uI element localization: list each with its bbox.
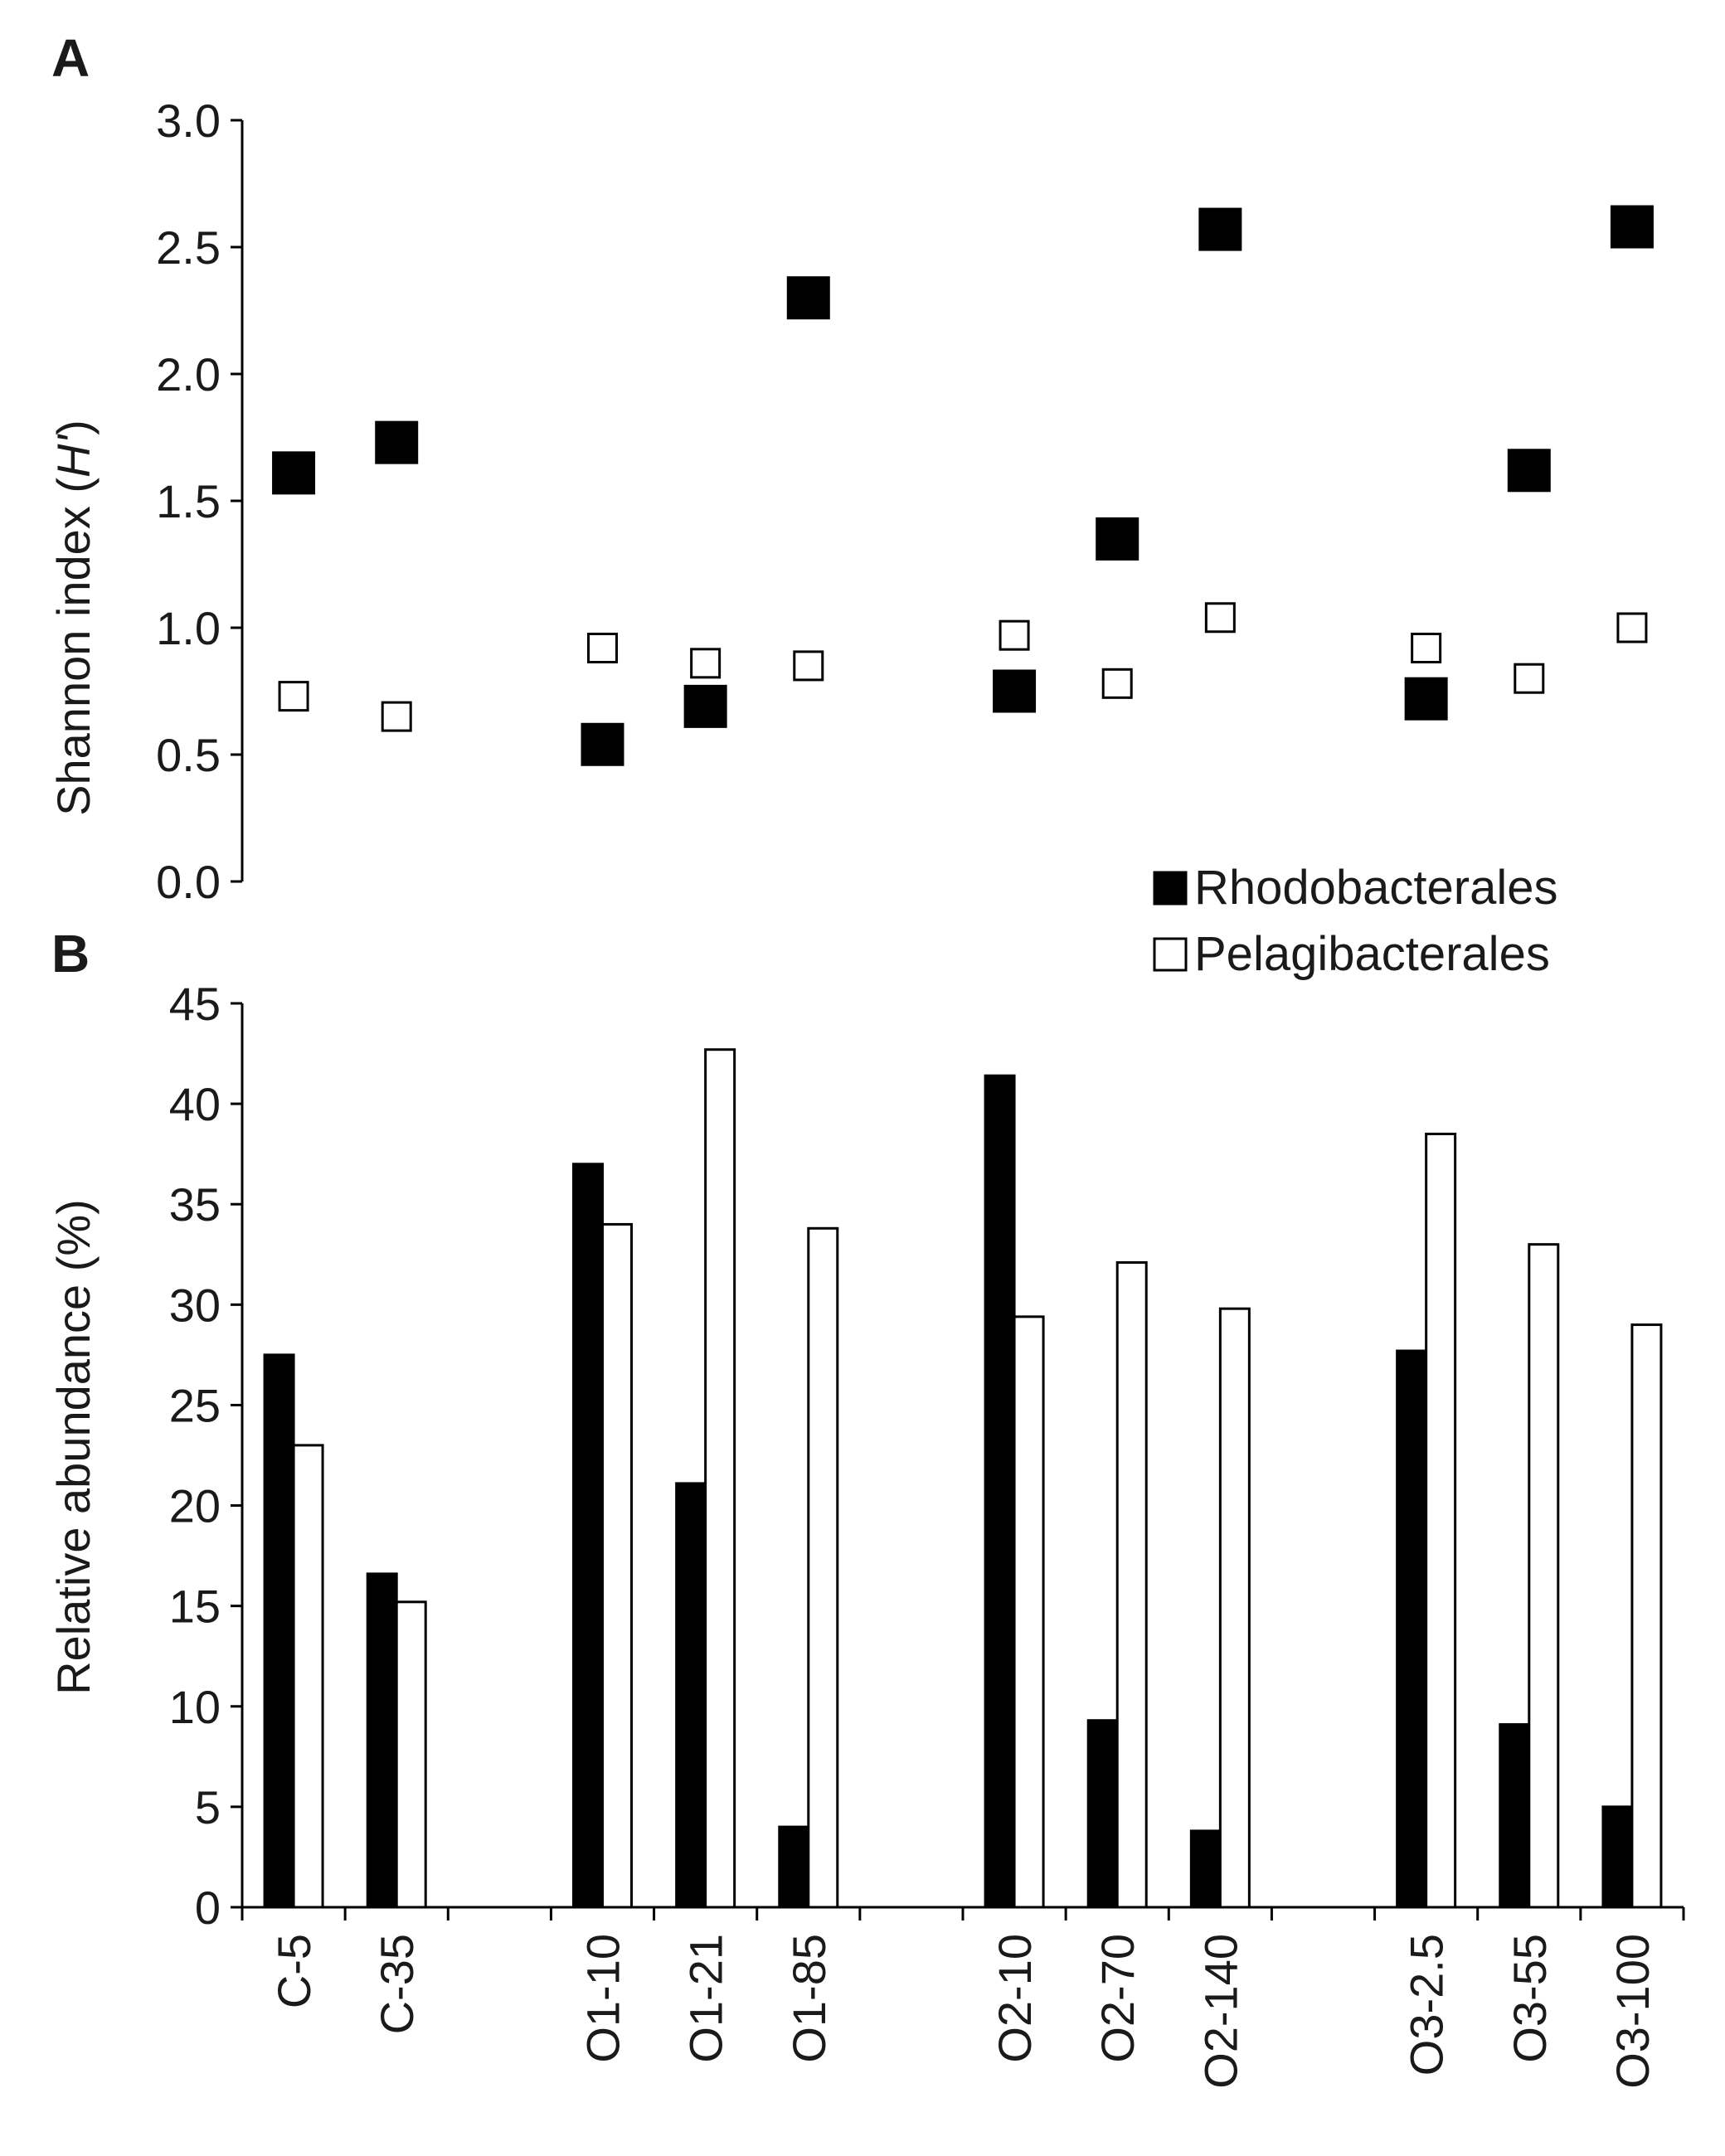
panel-b-y-ticks: 0 5 10 15 20 25 30 35 40 45 bbox=[169, 978, 242, 1934]
legend: Rhodobacterales Pelagibacterales bbox=[1153, 861, 1558, 981]
panel-b-y-tick-label: 35 bbox=[169, 1178, 221, 1231]
panel-a-y-tick-label: 2.0 bbox=[156, 348, 221, 401]
point-rhodobacterales-o3-2-5 bbox=[1404, 677, 1448, 721]
bar-pelagibacterales-o3-2-5 bbox=[1425, 1132, 1457, 1909]
panel-b-y-axis-title: Relative abundance (%) bbox=[47, 1199, 100, 1695]
point-pelagibacterales-o1-10 bbox=[587, 632, 618, 663]
bar-pelagibacterales-c-35 bbox=[395, 1600, 427, 1909]
point-rhodobacterales-c-35 bbox=[375, 420, 419, 464]
point-rhodobacterales-o1-85 bbox=[786, 276, 830, 320]
bar-pelagibacterales-o3-100 bbox=[1630, 1323, 1663, 1909]
category-label-o1-10: O1-10 bbox=[577, 1934, 629, 2063]
panel-b-y-tick-label: 20 bbox=[169, 1480, 221, 1532]
bar-pelagibacterales-c-5 bbox=[292, 1444, 324, 1909]
panel-a-y-ticks: 0.0 0.5 1.0 1.5 2.0 2.5 3.0 bbox=[156, 95, 242, 908]
bar-pelagibacterales-o3-55 bbox=[1528, 1243, 1560, 1909]
bar-rhodobacterales-c-35 bbox=[366, 1572, 398, 1909]
point-rhodobacterales-o1-21 bbox=[683, 684, 727, 728]
bar-pelagibacterales-o1-21 bbox=[704, 1048, 736, 1909]
legend-swatch-pelagibacterales bbox=[1153, 937, 1188, 972]
panel-a-y-tick-label: 2.5 bbox=[156, 221, 221, 274]
panel-label-b: B bbox=[51, 924, 90, 983]
bar-rhodobacterales-o1-10 bbox=[572, 1163, 604, 1909]
legend-label-rhodobacterales: Rhodobacterales bbox=[1194, 861, 1558, 915]
category-label-o2-10: O2-10 bbox=[989, 1934, 1041, 2063]
point-rhodobacterales-o2-10 bbox=[993, 669, 1037, 713]
point-rhodobacterales-o1-10 bbox=[581, 722, 624, 766]
point-rhodobacterales-o2-140 bbox=[1198, 207, 1242, 251]
point-pelagibacterales-o3-100 bbox=[1616, 612, 1648, 643]
bar-rhodobacterales-o3-2-5 bbox=[1396, 1349, 1428, 1909]
panel-b-bars: B Relative abundance (%) 0 5 10 15 20 25 30 35 4… bbox=[47, 924, 1685, 2089]
bar-rhodobacterales-o1-21 bbox=[675, 1482, 707, 1909]
category-label-o3-2-5: O3-2.5 bbox=[1401, 1934, 1453, 2076]
panel-b-y-tick-label: 10 bbox=[169, 1681, 221, 1733]
legend-label-pelagibacterales: Pelagibacterales bbox=[1194, 927, 1550, 981]
panel-b-y-tick-label: 45 bbox=[169, 978, 221, 1030]
bar-pelagibacterales-o2-70 bbox=[1115, 1260, 1148, 1909]
bar-rhodobacterales-c-5 bbox=[263, 1353, 295, 1909]
bar-rhodobacterales-o2-10 bbox=[984, 1074, 1016, 1909]
panel-label-a: A bbox=[51, 28, 90, 88]
point-pelagibacterales-o3-55 bbox=[1514, 663, 1545, 694]
point-pelagibacterales-o2-70 bbox=[1101, 668, 1133, 699]
point-rhodobacterales-o3-100 bbox=[1610, 205, 1654, 249]
category-label-o3-55: O3-55 bbox=[1504, 1934, 1556, 2063]
panel-b-y-tick-label: 40 bbox=[169, 1078, 221, 1130]
point-pelagibacterales-o3-2-5 bbox=[1411, 632, 1442, 663]
bar-rhodobacterales-o1-85 bbox=[778, 1825, 810, 1909]
category-label-c-35: C-35 bbox=[371, 1934, 423, 2034]
panel-a-scatter: A Shannon index (H') 0.0 0.5 1.0 1.5 2.0 2.5 3… bbox=[47, 28, 1654, 908]
panel-a-y-tick-label: 1.5 bbox=[156, 475, 221, 527]
panel-b-category-labels: C-5 C-35 O1-10 O1-21 O1-85 O2-10 O2-70 O2-140 O3… bbox=[268, 1934, 1659, 2089]
point-pelagibacterales-o1-21 bbox=[690, 648, 722, 679]
panel-a-y-tick-label: 0.5 bbox=[156, 729, 221, 781]
panel-b-y-tick-label: 5 bbox=[195, 1781, 221, 1833]
point-rhodobacterales-o2-70 bbox=[1096, 517, 1139, 561]
panel-a-y-tick-label: 1.0 bbox=[156, 602, 221, 654]
panel-b-x-ticks bbox=[241, 1907, 1685, 1920]
bar-pelagibacterales-o2-10 bbox=[1013, 1315, 1045, 1909]
point-pelagibacterales-o1-85 bbox=[793, 650, 824, 682]
bar-pelagibacterales-o1-10 bbox=[601, 1222, 633, 1909]
category-label-c-5: C-5 bbox=[268, 1934, 320, 2008]
bar-rhodobacterales-o2-70 bbox=[1086, 1719, 1119, 1909]
category-label-o1-21: O1-21 bbox=[680, 1934, 732, 2063]
panel-b-y-tick-label: 15 bbox=[169, 1581, 221, 1633]
point-rhodobacterales-c-5 bbox=[272, 451, 316, 495]
panel-b-y-tick-label: 0 bbox=[195, 1882, 221, 1934]
point-pelagibacterales-o2-140 bbox=[1204, 602, 1236, 634]
point-pelagibacterales-c-35 bbox=[381, 701, 412, 732]
point-rhodobacterales-o3-55 bbox=[1507, 449, 1551, 493]
category-label-o2-140: O2-140 bbox=[1194, 1934, 1246, 2089]
panel-b-y-tick-label: 30 bbox=[169, 1279, 221, 1331]
panel-a-points bbox=[272, 205, 1654, 766]
panel-b-axes bbox=[241, 1003, 1684, 1909]
point-pelagibacterales-c-5 bbox=[278, 681, 309, 712]
bar-rhodobacterales-o2-140 bbox=[1189, 1829, 1222, 1909]
panel-b-bar-group bbox=[263, 1048, 1663, 1909]
category-label-o3-100: O3-100 bbox=[1606, 1934, 1659, 2089]
panel-a-y-tick-label: 3.0 bbox=[156, 95, 221, 147]
panel-a-y-tick-label: 0.0 bbox=[156, 856, 221, 908]
bar-rhodobacterales-o3-100 bbox=[1601, 1805, 1634, 1909]
bar-rhodobacterales-o3-55 bbox=[1499, 1723, 1531, 1909]
legend-swatch-rhodobacterales bbox=[1153, 871, 1188, 906]
bar-pelagibacterales-o2-140 bbox=[1218, 1307, 1251, 1909]
category-label-o1-85: O1-85 bbox=[783, 1934, 835, 2063]
bar-pelagibacterales-o1-85 bbox=[807, 1226, 839, 1909]
panel-a-y-axis-title: Shannon index (H') bbox=[47, 420, 100, 816]
category-label-o2-70: O2-70 bbox=[1091, 1934, 1144, 2063]
panel-b-y-tick-label: 25 bbox=[169, 1379, 221, 1431]
point-pelagibacterales-o2-10 bbox=[999, 619, 1030, 651]
